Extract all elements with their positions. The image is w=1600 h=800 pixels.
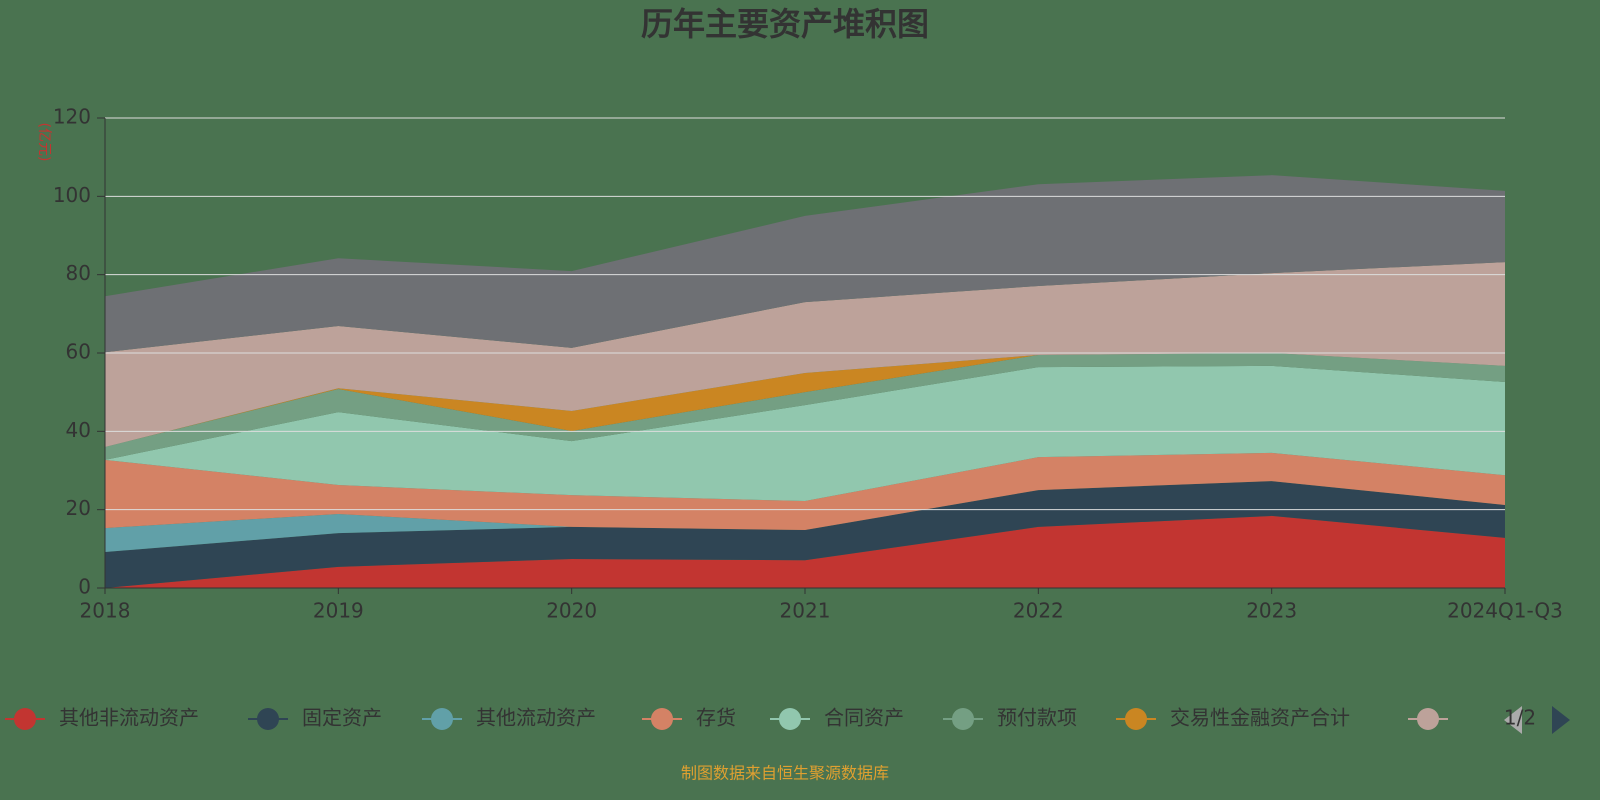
source: 制图数据来自恒生聚源数据库 — [681, 764, 889, 783]
legend-label: 存货 — [696, 706, 736, 730]
x-tick-label: 2021 — [780, 599, 831, 623]
legend-marker — [952, 708, 974, 730]
x-tick-label: 2019 — [313, 599, 364, 623]
x-tick-label: 2020 — [546, 599, 597, 623]
legend-next[interactable] — [1552, 706, 1570, 734]
legend-marker — [651, 708, 673, 730]
legend-marker — [257, 708, 279, 730]
legend-marker — [1125, 708, 1147, 730]
legend-label: 其他非流动资产 — [59, 706, 199, 730]
area — [105, 365, 1505, 502]
y-axis-label: (亿元) — [36, 123, 52, 162]
y-tick-label: 100 — [53, 183, 91, 207]
area — [105, 175, 1505, 353]
legend-marker — [14, 708, 36, 730]
area — [105, 481, 1505, 588]
y-tick-label: 20 — [66, 496, 91, 520]
x-tick-label: 2023 — [1246, 599, 1297, 623]
area — [105, 262, 1505, 447]
legend-prev[interactable] — [1504, 706, 1522, 734]
x-tick-label: 2022 — [1013, 599, 1064, 623]
areas — [105, 175, 1505, 588]
area — [105, 353, 1505, 460]
legend-marker — [779, 708, 801, 730]
y-tick-label: 40 — [66, 418, 91, 442]
x-tick-label: 2018 — [80, 599, 131, 623]
area — [105, 515, 1505, 588]
y-tick-label: 120 — [53, 105, 91, 129]
legend-marker — [431, 708, 453, 730]
legend-label: 其他流动资产 — [476, 706, 596, 730]
legend-page: 1/2 — [1504, 706, 1536, 730]
area — [105, 452, 1505, 531]
y-tick-label: 80 — [66, 261, 91, 285]
legend-label: 合同资产 — [824, 706, 904, 730]
y-tick-label: 60 — [66, 340, 91, 364]
x-tick-label: 2024Q1-Q3 — [1447, 599, 1563, 623]
chart-title: 历年主要资产堆积图 — [641, 5, 929, 43]
legend-label: 固定资产 — [302, 706, 382, 730]
y-tick-label: 0 — [78, 575, 91, 599]
legend-marker — [1417, 708, 1439, 730]
legend-label: 交易性金融资产合计 — [1170, 706, 1350, 730]
legend-label: 预付款项 — [997, 706, 1077, 730]
